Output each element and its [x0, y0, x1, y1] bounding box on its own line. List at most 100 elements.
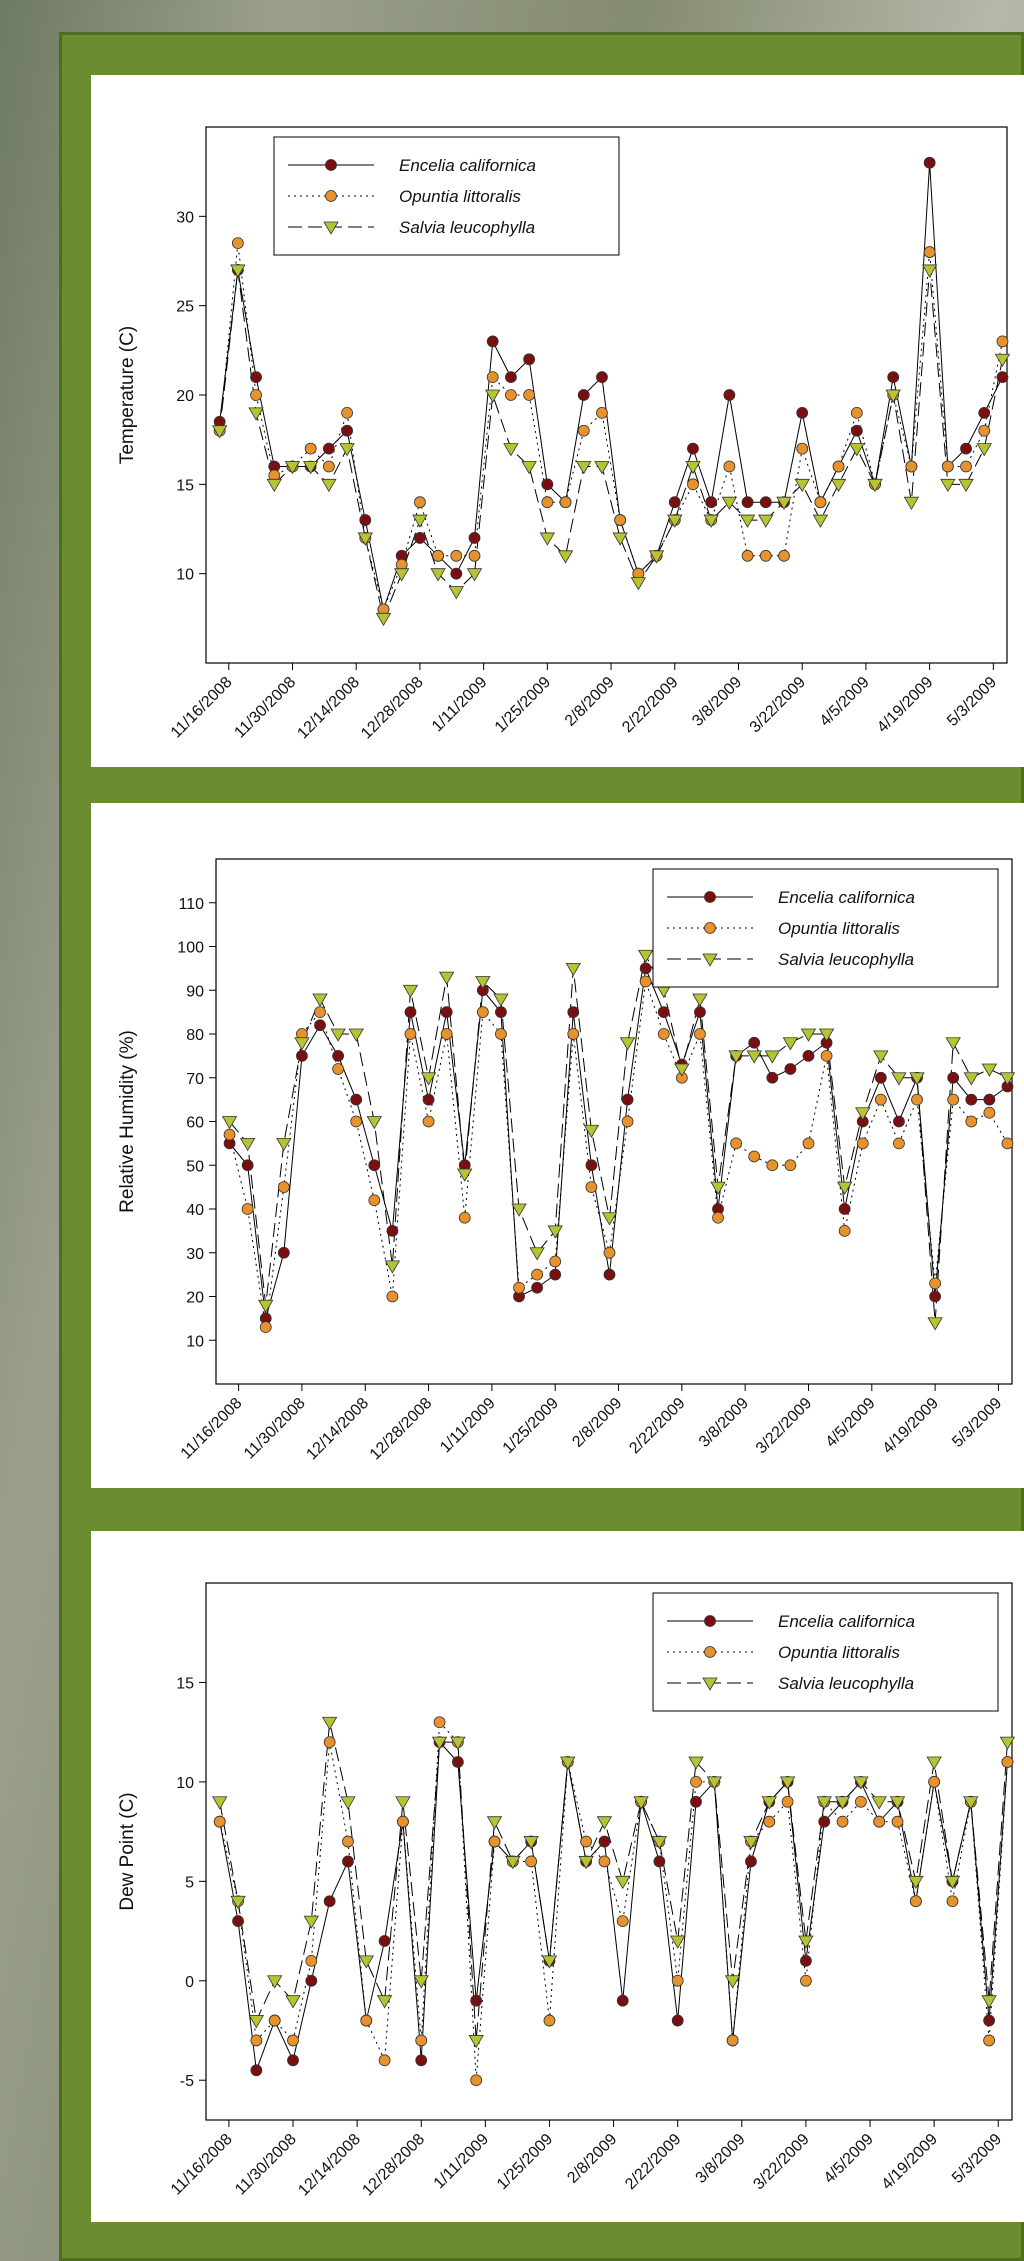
legend-label: Encelia californica [778, 1612, 915, 1631]
marker [586, 1182, 597, 1193]
marker [560, 497, 571, 508]
marker [578, 390, 589, 401]
x-tick-label: 3/22/2009 [753, 1395, 815, 1457]
x-tick-label: 4/5/2009 [817, 674, 873, 730]
y-tick-label: 25 [176, 299, 194, 316]
x-tick-label: 1/11/2009 [431, 2131, 493, 2193]
marker [278, 1182, 289, 1193]
marker [277, 1138, 291, 1150]
marker [966, 1116, 977, 1127]
marker [821, 1050, 832, 1061]
marker [387, 1291, 398, 1302]
marker [296, 1050, 307, 1061]
marker [599, 1836, 610, 1847]
marker [912, 1094, 923, 1105]
marker [948, 1094, 959, 1105]
y-axis-label: Relative Humidity (%) [117, 1030, 138, 1213]
series-line [220, 1742, 1008, 2070]
marker [893, 1138, 904, 1149]
marker [451, 550, 462, 561]
x-tick-label: 4/19/2009 [879, 2131, 941, 2193]
marker [269, 2015, 280, 2026]
marker [414, 497, 425, 508]
marker [640, 963, 651, 974]
marker [524, 390, 535, 401]
marker [324, 1896, 335, 1907]
marker [984, 1107, 995, 1118]
y-tick-label: 30 [176, 209, 194, 226]
marker [405, 1007, 416, 1018]
marker [403, 985, 417, 997]
marker [568, 1029, 579, 1040]
marker [359, 1956, 373, 1968]
marker [514, 1282, 525, 1293]
y-tick-label: 20 [186, 1290, 204, 1307]
marker [505, 372, 516, 383]
chart: 10203040506070809010011011/16/200811/30/… [91, 803, 1024, 1488]
marker [584, 1125, 598, 1137]
marker [342, 1856, 353, 1867]
marker [711, 1182, 725, 1194]
marker [855, 1796, 866, 1807]
marker [341, 1797, 355, 1809]
y-axis-label: Temperature (C) [117, 326, 138, 464]
marker [232, 238, 243, 249]
marker [458, 1169, 472, 1181]
marker [924, 247, 935, 258]
marker [577, 461, 591, 473]
marker [833, 461, 844, 472]
y-tick-label: 70 [186, 1071, 204, 1088]
marker [1002, 1757, 1013, 1768]
marker [622, 1094, 633, 1105]
marker [747, 1051, 761, 1063]
marker [286, 1996, 300, 2008]
marker [694, 1029, 705, 1040]
marker [434, 1717, 445, 1728]
marker [724, 390, 735, 401]
y-tick-label: 20 [176, 388, 194, 405]
marker [997, 372, 1008, 383]
marker [441, 1029, 452, 1040]
marker [251, 2035, 262, 2046]
marker [984, 1094, 995, 1105]
x-tick-label: 5/3/2009 [949, 2131, 1005, 2187]
marker [566, 963, 580, 975]
marker [360, 515, 371, 526]
marker [669, 497, 680, 508]
marker [622, 1116, 633, 1127]
y-tick-label: 60 [186, 1115, 204, 1132]
marker [893, 1116, 904, 1127]
marker [224, 1129, 235, 1140]
marker [942, 461, 953, 472]
marker [494, 994, 508, 1006]
marker [693, 994, 707, 1006]
marker [872, 1797, 886, 1809]
chart: -505101511/16/200811/30/200812/14/200812… [91, 1531, 1024, 2222]
x-tick-label: 3/8/2009 [689, 674, 745, 730]
marker [495, 1007, 506, 1018]
y-tick-label: 40 [186, 1202, 204, 1219]
marker [540, 533, 554, 545]
marker [982, 1996, 996, 2008]
marker [904, 497, 918, 509]
marker [997, 336, 1008, 347]
x-tick-label: 11/16/2008 [168, 2131, 236, 2199]
y-tick-label: 10 [176, 1775, 194, 1792]
marker [416, 2035, 427, 2046]
marker [675, 1064, 689, 1076]
marker [333, 1064, 344, 1075]
marker [927, 1757, 941, 1769]
x-tick-label: 3/8/2009 [696, 1395, 752, 1451]
marker [242, 1204, 253, 1215]
marker [586, 1160, 597, 1171]
legend-marker [705, 1616, 716, 1627]
marker [687, 443, 698, 454]
marker [469, 2035, 483, 2047]
marker [260, 1322, 271, 1333]
marker [613, 533, 627, 545]
y-tick-label: 15 [176, 1675, 194, 1692]
series-line [230, 955, 1008, 1323]
marker [727, 2035, 738, 2046]
marker [323, 461, 334, 472]
marker [892, 1816, 903, 1827]
